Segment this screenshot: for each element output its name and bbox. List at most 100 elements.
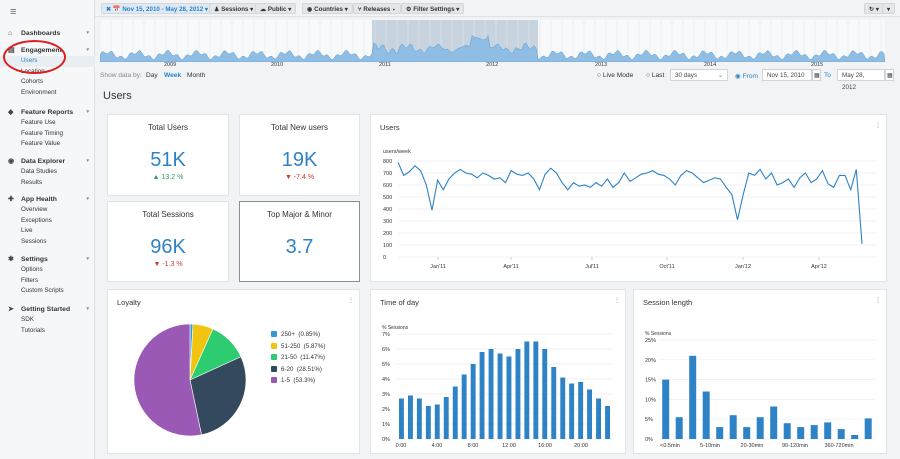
kpi-card-top-version[interactable]: Top Major & Minor 3.7 — [239, 201, 360, 282]
legend-checkbox-icon[interactable] — [271, 354, 277, 360]
legend-item-250[interactable]: 250+ (0.85%) — [271, 331, 320, 338]
legend-percent: (0.85%) — [298, 331, 321, 338]
y-tick-label: 800 — [383, 159, 392, 165]
y-tick-label: 300 — [383, 219, 392, 225]
kpi-title: Total New users — [271, 123, 328, 132]
bar — [488, 349, 494, 439]
bar — [702, 391, 710, 439]
timeline-chart[interactable] — [99, 20, 886, 63]
menu-icon[interactable]: ≡ — [10, 6, 17, 18]
chevron-down-icon: ▾ — [86, 47, 89, 53]
date-range-button[interactable]: ✖ 📅 Nov 15, 2010 - May 28, 2012 ▾ — [101, 3, 213, 14]
last-period-select[interactable]: 30 days ⌄ — [670, 69, 728, 81]
filter-settings-dropdown[interactable]: ⚙ Filter Settings ▾ — [401, 3, 465, 14]
sidebar-item-exceptions[interactable]: Exceptions — [21, 216, 52, 224]
sidebar-item-live[interactable]: Live — [21, 227, 33, 234]
sidebar-section-header[interactable]: ➤ Getting Started ▾ — [0, 304, 95, 315]
public-dropdown[interactable]: ☁ Public ▾ — [255, 3, 297, 14]
bar — [689, 355, 697, 439]
bar — [524, 341, 530, 439]
legend-checkbox-icon[interactable] — [271, 377, 277, 383]
sidebar-section-header[interactable]: ⌂ Dashboards ▾ — [0, 28, 95, 39]
sidebar-section-label: Dashboards — [21, 30, 61, 37]
sidebar-item-overview[interactable]: Overview — [21, 206, 48, 213]
bar — [470, 364, 476, 439]
bar — [569, 383, 575, 439]
bar — [515, 349, 521, 439]
releases-dropdown[interactable]: ⑂ Releases ▾ — [353, 3, 401, 14]
sidebar-item-tutorials[interactable]: Tutorials — [21, 326, 45, 334]
sidebar-item-filters[interactable]: Filters — [21, 276, 39, 284]
x-tick-label: 0:00 — [396, 443, 407, 449]
sidebar-section-header[interactable]: ✱ Settings ▾ — [0, 254, 95, 265]
sidebar-item-feature-value[interactable]: Feature Value — [21, 140, 61, 147]
bar — [662, 379, 670, 439]
sidebar-item-environment[interactable]: Environment — [21, 88, 57, 96]
chevron-down-icon: ▾ — [86, 306, 89, 312]
card-menu-icon[interactable]: ⋮ — [614, 298, 620, 304]
bar — [506, 356, 512, 439]
sidebar-section-header[interactable]: ◉ Data Explorer ▾ — [0, 156, 95, 167]
legend-item-1-5[interactable]: 1-5 (53.3%) — [271, 377, 315, 384]
chevron-down-icon: ▾ — [86, 158, 89, 164]
x-tick-label: 5-10min — [700, 443, 720, 449]
live-mode-radio[interactable]: ○ Live Mode — [597, 72, 634, 79]
legend-checkbox-icon[interactable] — [271, 365, 277, 372]
legend-checkbox-icon[interactable] — [271, 331, 277, 337]
sessions-dropdown[interactable]: ♟ Sessions ▾ — [209, 3, 259, 14]
sidebar-section-header[interactable]: ◆ Feature Reports ▾ — [0, 107, 95, 118]
y-tick-label: 0 — [383, 255, 386, 261]
timeline-overview[interactable] — [99, 20, 886, 63]
refresh-button[interactable]: ↻ ▾ — [864, 3, 885, 14]
from-label: From — [742, 73, 758, 80]
legend-label: 1-5 — [281, 377, 290, 384]
sidebar-item-results[interactable]: Results — [21, 178, 42, 186]
card-menu-icon[interactable]: ⋮ — [875, 123, 881, 129]
sidebar-item-feature-timing[interactable]: Feature Timing — [21, 129, 63, 137]
sidebar-item-options[interactable]: Options — [21, 266, 43, 273]
legend-item-51-250[interactable]: 51-250 (5.87%) — [271, 342, 325, 350]
countries-dropdown[interactable]: ◉ Countries ▾ — [302, 3, 353, 14]
x-tick-label: Apr'11 — [503, 264, 518, 270]
bar — [461, 374, 467, 439]
bar — [605, 406, 610, 439]
pie-slice-6-20 — [189, 356, 247, 436]
sidebar-item-feature-use[interactable]: Feature Use — [21, 119, 56, 126]
from-date-input[interactable]: Nov 15, 2010 — [762, 69, 812, 81]
to-date-input[interactable]: May 28, 2012 — [837, 69, 885, 91]
bar — [851, 435, 859, 439]
legend-item-21-50[interactable]: 21-50 (11.47%) — [271, 354, 325, 361]
kpi-card-total-sessions: Total Sessions 96K ▼ -1.3 % — [107, 201, 229, 282]
sidebar-section-header[interactable]: ✚ App Health ▾ — [0, 194, 95, 205]
from-calendar-icon[interactable]: ▦ — [812, 69, 821, 81]
legend-item-6-20[interactable]: 6-20 (28.51%) — [271, 365, 322, 373]
kpi-value: 51K — [150, 149, 186, 171]
bar — [864, 418, 872, 439]
sidebar-item-sessions[interactable]: Sessions — [21, 237, 47, 245]
kpi-value: 19K — [281, 149, 318, 171]
pie-slice-1-5 — [133, 323, 202, 437]
legend-percent: (11.47%) — [300, 354, 325, 361]
sidebar-item-custom-scripts[interactable]: Custom Scripts — [21, 287, 64, 294]
legend-label: 21-50 — [281, 354, 297, 361]
from-radio[interactable]: ◉ From — [735, 73, 758, 80]
sidebar-item-cohorts[interactable]: Cohorts — [21, 78, 44, 85]
bar — [434, 404, 440, 439]
card-menu-icon[interactable]: ⋮ — [348, 298, 354, 304]
card-menu-icon[interactable]: ⋮ — [875, 298, 881, 304]
week-toggle[interactable]: Week — [164, 72, 182, 79]
sidebar-item-sdk[interactable]: SDK — [21, 316, 34, 323]
legend-checkbox-icon[interactable] — [271, 342, 277, 349]
timeline-year-label: 2014 — [704, 62, 717, 68]
kpi-delta: ▼ -7.4 % — [284, 174, 315, 181]
last-radio[interactable]: ○ Last — [646, 72, 665, 79]
day-toggle[interactable]: Day — [146, 72, 158, 79]
bar — [399, 398, 404, 439]
month-toggle[interactable]: Month — [187, 72, 206, 79]
timeline-year-label: 2009 — [164, 62, 177, 68]
more-dropdown[interactable]: ▾ — [882, 3, 896, 14]
sidebar-section-settings: ✱ Settings ▾ Options Filters Custom Scripts — [0, 254, 95, 297]
sidebar-item-data-studies[interactable]: Data Studies — [21, 168, 58, 175]
to-calendar-icon[interactable]: ▦ — [885, 69, 894, 81]
